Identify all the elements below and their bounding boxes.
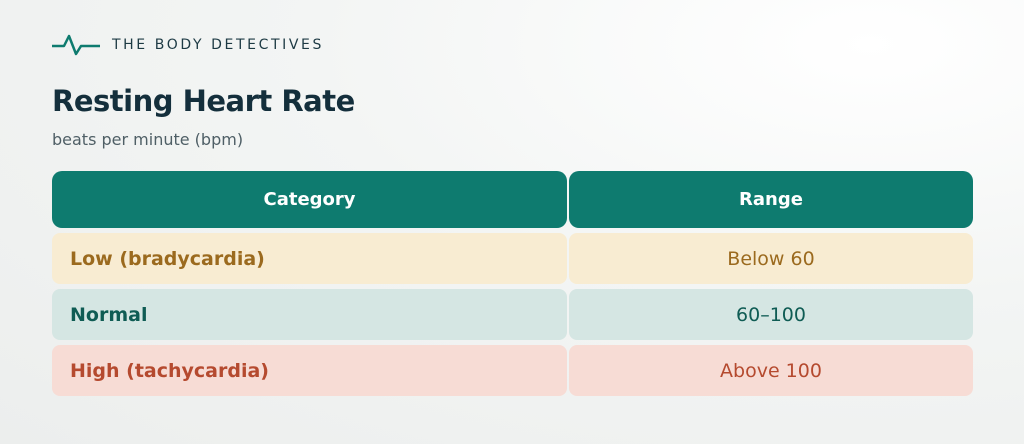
category-cell: Normal (52, 289, 567, 340)
brand: THE BODY DETECTIVES (52, 33, 324, 57)
title: Resting Heart Rate (52, 84, 355, 118)
category-cell: High (tachycardia) (52, 345, 567, 396)
range-cell: Above 100 (569, 345, 973, 396)
logo-icon (52, 34, 100, 56)
category-cell: Low (bradycardia) (52, 233, 567, 284)
table: Category Range Low (bradycardia) Below 6… (52, 171, 973, 396)
subtitle: beats per minute (bpm) (52, 130, 244, 149)
column-header: Range (569, 171, 973, 228)
column-header: Category (52, 171, 567, 228)
brand-name: THE BODY DETECTIVES (112, 37, 324, 53)
range-cell: 60–100 (569, 289, 973, 340)
range-cell: Below 60 (569, 233, 973, 284)
